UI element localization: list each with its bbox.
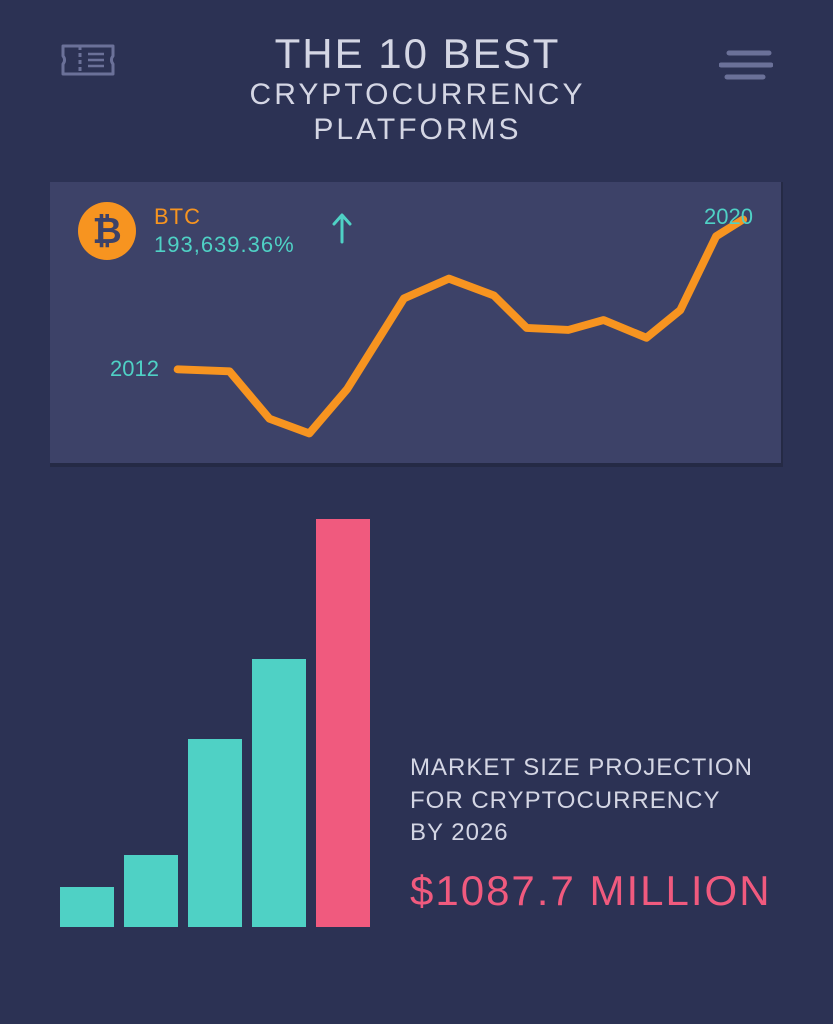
market-text-block: MARKET SIZE PROJECTION FOR CRYPTOCURRENC… — [380, 752, 772, 927]
market-section: MARKET SIZE PROJECTION FOR CRYPTOCURRENC… — [0, 517, 833, 927]
bitcoin-icon: ₿ — [78, 202, 136, 260]
market-label-line-2: FOR CRYPTOCURRENCY — [410, 785, 772, 817]
bar — [316, 519, 370, 927]
btc-symbol: BTC — [154, 204, 295, 230]
market-label-line-1: MARKET SIZE PROJECTION — [410, 752, 772, 784]
bar — [124, 855, 178, 927]
chart-year-start: 2012 — [110, 356, 159, 382]
btc-percent: 193,639.36% — [154, 232, 295, 258]
btc-chart-card: ₿ BTC 193,639.36% 2012 2020 — [50, 182, 783, 467]
title-line-2: CRYPTOCURRENCY — [250, 78, 586, 113]
page-title: THE 10 BEST CRYPTOCURRENCY PLATFORMS — [250, 30, 586, 147]
arrow-up-icon — [331, 212, 353, 249]
title-line-3: PLATFORMS — [250, 113, 586, 148]
market-bar-chart — [60, 517, 370, 927]
chart-year-end: 2020 — [704, 204, 753, 230]
market-label-line-3: BY 2026 — [410, 817, 772, 849]
bitcoin-glyph: ₿ — [92, 210, 121, 252]
bar — [252, 659, 306, 927]
title-line-1: THE 10 BEST — [250, 30, 586, 78]
ticket-icon — [60, 40, 116, 85]
market-value: $1087.7 MILLION — [410, 867, 772, 915]
bar — [60, 887, 114, 927]
btc-header-row: ₿ BTC 193,639.36% — [78, 202, 753, 260]
market-label: MARKET SIZE PROJECTION FOR CRYPTOCURRENC… — [410, 752, 772, 849]
header: THE 10 BEST CRYPTOCURRENCY PLATFORMS — [0, 0, 833, 167]
menu-icon[interactable] — [719, 48, 773, 87]
bar — [188, 739, 242, 927]
